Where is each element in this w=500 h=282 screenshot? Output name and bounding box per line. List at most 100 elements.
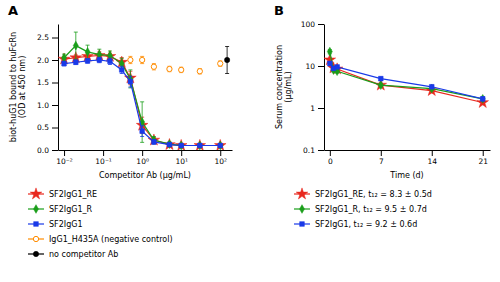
legend-item: IgG1_H435A (negative control) [28, 235, 173, 244]
error-bar [140, 102, 144, 143]
tick-label: 1 [310, 104, 315, 113]
point [140, 129, 145, 134]
axis-line [324, 25, 325, 151]
tick: 0 [328, 150, 333, 166]
legend-item: SF2IgG1_R [28, 205, 92, 214]
legend-marker [33, 205, 38, 214]
error-bar [152, 140, 156, 145]
legend-marker [33, 236, 38, 241]
point [108, 59, 113, 64]
point [116, 56, 128, 67]
tick-label: 10⁻² [56, 157, 73, 166]
point [179, 143, 184, 148]
point [179, 141, 184, 150]
tick-mark [181, 150, 182, 156]
error-bar [218, 61, 222, 66]
tick: 10⁻¹ [95, 150, 112, 166]
legend-marker [33, 251, 38, 256]
tick-label: 0.1 [303, 146, 315, 155]
point [378, 76, 383, 81]
tick: 0.1 [303, 146, 324, 155]
point [167, 66, 172, 71]
panel-title: B [274, 3, 284, 18]
tick-mark [483, 150, 484, 156]
series [128, 56, 223, 74]
legend-item: SF2IgG1, t₁₂ = 9.2 ± 0.6d [294, 220, 417, 229]
tick: 10² [214, 150, 227, 166]
chart: 10⁻²10⁻¹10⁰10¹10²0.00.51.01.52.02.5AComp… [0, 0, 500, 282]
legend-marker [300, 222, 305, 227]
error-bar [167, 142, 171, 147]
error-bar [430, 85, 434, 88]
tick-label: 10⁰ [136, 157, 149, 166]
error-bar [86, 59, 90, 64]
legend: SF2IgG1_RESF2IgG1_RSF2IgG1IgG1_H435A (ne… [28, 188, 173, 259]
point [73, 41, 78, 50]
point [480, 97, 485, 102]
error-bar [481, 97, 485, 101]
tick: 10 [305, 62, 324, 71]
point [119, 68, 124, 73]
panel: 10⁻²10⁻¹10⁰10¹10²0.00.51.01.52.02.5AComp… [8, 3, 233, 259]
error-bar [152, 137, 156, 144]
tick-label: 0.0 [37, 146, 49, 155]
tick: 10⁰ [136, 150, 149, 166]
tick: 7 [379, 150, 384, 166]
series [62, 57, 223, 148]
point [197, 141, 202, 150]
tick: 2.0 [37, 56, 58, 65]
error-bar [225, 47, 229, 74]
point [429, 84, 434, 89]
series [58, 49, 226, 150]
point [327, 61, 332, 66]
point [128, 79, 133, 84]
point [151, 136, 156, 145]
error-bar [218, 144, 222, 147]
legend-item: no competitor Ab [28, 250, 118, 259]
tick: 100 [301, 20, 324, 29]
error-bar [152, 64, 156, 70]
error-bar [74, 32, 78, 59]
tick-mark [318, 66, 324, 67]
tick-mark [220, 150, 221, 156]
tick-label: 0 [328, 157, 333, 166]
tick: 10¹ [175, 150, 188, 166]
error-bar [167, 143, 171, 147]
legend-marker [299, 205, 304, 214]
point [140, 57, 145, 62]
x-axis-title: Competitor Ab (μg/mL) [99, 171, 191, 180]
legend-marker [296, 188, 308, 199]
tick-mark [52, 150, 58, 151]
point [73, 60, 78, 65]
tick-label: 21 [478, 157, 488, 166]
tick-label: 2.5 [37, 33, 49, 42]
error-bar [198, 144, 202, 147]
legend-label: SF2IgG1_R [49, 205, 92, 214]
point [378, 81, 383, 90]
legend-label: SF2IgG1, t₁₂ = 9.2 ± 0.6d [315, 220, 417, 229]
axis-line [59, 150, 233, 151]
y-axis-title: Serum concentration(μg/mL) [275, 45, 293, 129]
series [224, 47, 229, 74]
tick-mark [52, 60, 58, 61]
tick-mark [64, 150, 65, 156]
error-bar [218, 144, 222, 147]
error-bar [167, 143, 171, 146]
error-bar [120, 66, 124, 73]
tick-mark [103, 150, 104, 156]
tick: 21 [478, 150, 488, 166]
legend-item: SF2IgG1_RE [28, 188, 97, 199]
tick: 1 [310, 104, 324, 113]
panel: 0714210.1110100BTime (d)Serum concentrat… [274, 3, 491, 229]
error-bar [140, 56, 144, 63]
tick-label: 1.0 [37, 101, 49, 110]
tick-mark [318, 108, 324, 109]
point [148, 134, 160, 145]
y-axis-title-line: biot-huG1 bound to huFcRn [9, 32, 18, 142]
error-bar [128, 56, 132, 63]
legend-marker [30, 188, 42, 199]
series-line [64, 46, 220, 146]
error-bar [481, 97, 485, 101]
tick-label: 0.5 [37, 123, 49, 132]
error-bar [198, 144, 202, 147]
